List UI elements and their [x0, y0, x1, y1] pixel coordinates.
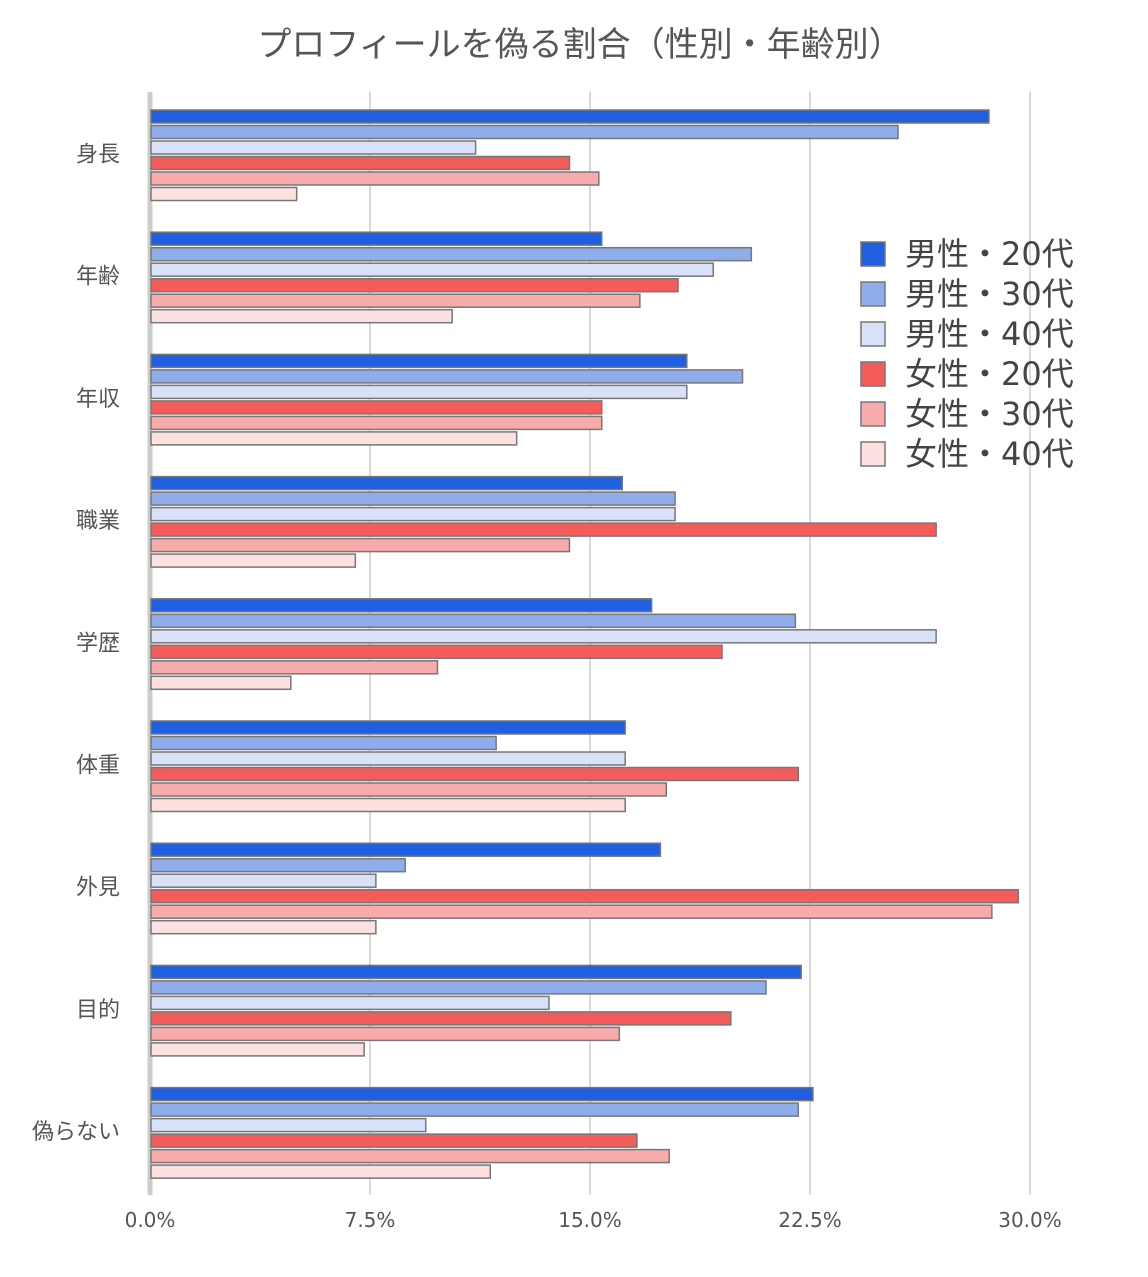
bar: [150, 660, 439, 675]
bar: [150, 1117, 427, 1133]
bar: [150, 262, 714, 277]
bar: [150, 308, 453, 324]
bars: [150, 109, 1020, 1179]
bar: [150, 1042, 365, 1057]
x-tick-label: 22.5%: [778, 1208, 842, 1232]
bar: [150, 644, 723, 660]
bar: [150, 293, 641, 308]
bar: [150, 980, 767, 995]
bar: [150, 797, 626, 813]
x-tick-labels: 0.0% 7.5% 15.0% 22.5% 30.0%: [125, 1208, 1062, 1232]
bar: [150, 491, 676, 506]
bar: [150, 140, 477, 155]
bar: [150, 720, 626, 735]
bar: [150, 109, 990, 124]
bar: [150, 537, 571, 553]
legend-label: 女性・30代: [905, 395, 1074, 433]
legend-swatch: [860, 321, 886, 347]
bar: [150, 475, 624, 491]
bar: [150, 613, 797, 629]
legend-label: 女性・20代: [905, 355, 1074, 393]
legend-label: 女性・40代: [905, 435, 1074, 473]
bar: [150, 400, 603, 415]
bar: [150, 246, 753, 262]
legend-swatch: [860, 361, 886, 387]
bar: [150, 995, 550, 1011]
bar: [150, 873, 377, 888]
bar: [150, 522, 937, 537]
bar: [150, 277, 679, 293]
bar: [150, 124, 899, 140]
bar: [150, 842, 662, 857]
bar: [150, 155, 571, 171]
category-label: 職業: [76, 509, 120, 534]
x-tick-label: 15.0%: [558, 1208, 622, 1232]
category-label: 外見: [76, 876, 120, 901]
bar: [150, 1086, 814, 1102]
bar: [150, 629, 937, 644]
bar: [150, 766, 800, 782]
category-label: 目的: [76, 998, 120, 1023]
x-tick-label: 30.0%: [998, 1208, 1062, 1232]
bar: [150, 964, 802, 980]
bar: [150, 751, 626, 766]
bar: [150, 431, 518, 446]
bar: [150, 888, 1020, 904]
bar: [150, 919, 377, 935]
category-label: 身長: [76, 143, 120, 168]
bar: [150, 675, 292, 691]
category-label: 偽らない: [32, 1120, 120, 1145]
bar: [150, 415, 603, 431]
category-label: 年齢: [76, 265, 120, 290]
legend-label: 男性・20代: [905, 235, 1074, 273]
bar: [150, 171, 600, 186]
bar: [150, 857, 406, 873]
category-label: 体重: [76, 754, 120, 779]
category-label: 年収: [76, 387, 120, 412]
legend-swatch: [860, 241, 886, 267]
x-tick-label: 0.0%: [125, 1208, 176, 1232]
bar: [150, 1011, 732, 1026]
bar: [150, 506, 676, 522]
bar: [150, 782, 668, 797]
x-tick-label: 7.5%: [345, 1208, 396, 1232]
legend-swatch: [860, 281, 886, 307]
chart-title: プロフィールを偽る割合（性別・年齢別）: [257, 25, 902, 65]
bar: [150, 904, 993, 919]
bar: [150, 553, 357, 568]
bar: [150, 369, 744, 384]
bar: [150, 1148, 670, 1164]
category-label: 学歴: [76, 631, 120, 656]
bar: [150, 353, 688, 369]
bar: [150, 598, 653, 613]
bar: [150, 1133, 638, 1148]
bar: [150, 231, 603, 246]
bar: [150, 735, 497, 751]
bar: [150, 186, 298, 202]
bar: [150, 1102, 800, 1117]
legend-label: 男性・40代: [905, 315, 1074, 353]
bar: [150, 384, 688, 400]
bar: [150, 1164, 492, 1179]
bar: [150, 1026, 621, 1042]
legend-swatch: [860, 401, 886, 427]
legend-label: 男性・30代: [905, 275, 1074, 313]
legend-swatch: [860, 441, 886, 467]
